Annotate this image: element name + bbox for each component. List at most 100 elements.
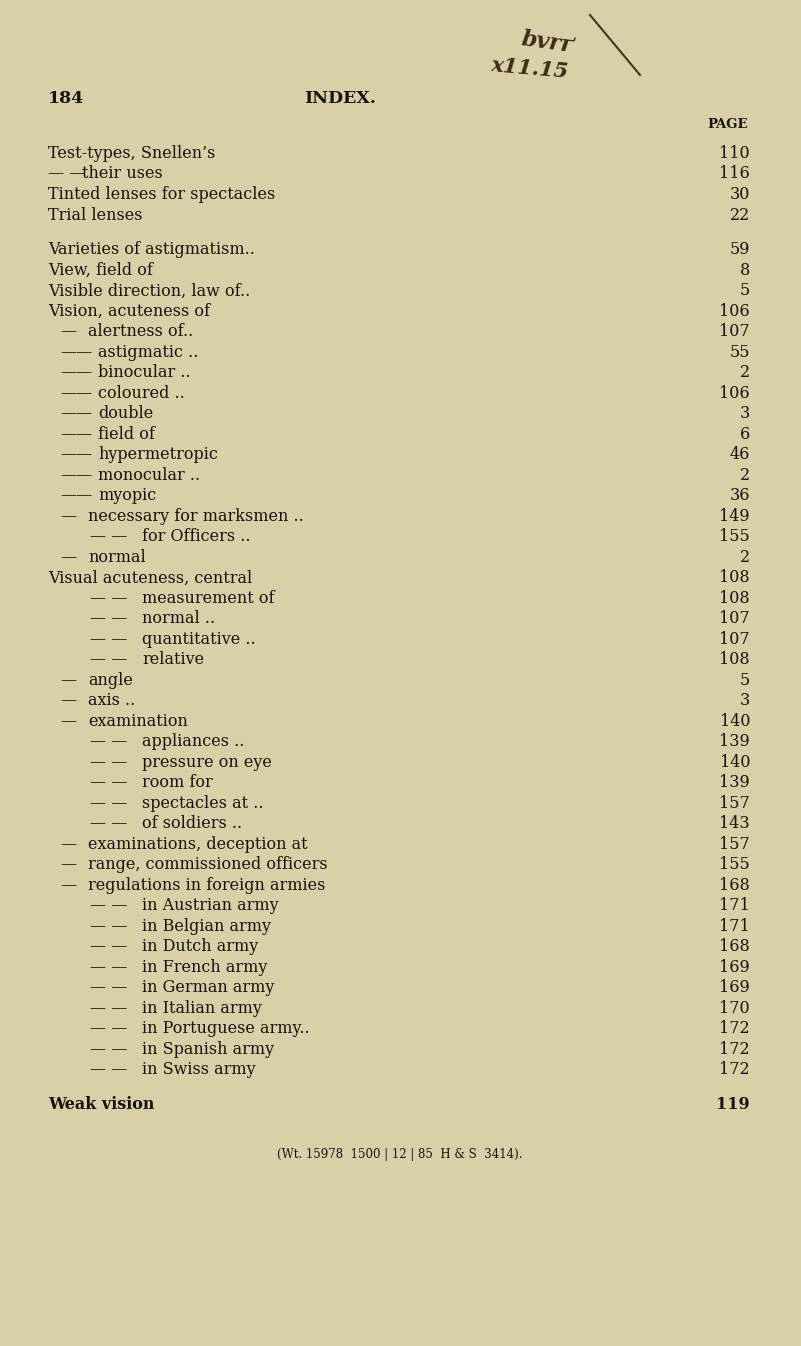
Text: double: double	[98, 405, 153, 423]
Text: 2: 2	[740, 467, 750, 483]
Text: 22: 22	[730, 206, 750, 223]
Text: monocular ..: monocular ..	[98, 467, 200, 483]
Text: — —: — —	[90, 754, 127, 771]
Text: 106: 106	[719, 385, 750, 402]
Text: hypermetropic: hypermetropic	[98, 447, 218, 463]
Text: ——: ——	[60, 447, 92, 463]
Text: 106: 106	[719, 303, 750, 320]
Text: — —: — —	[90, 651, 127, 669]
Text: in Austrian army: in Austrian army	[142, 898, 279, 914]
Text: 139: 139	[719, 734, 750, 750]
Text: 171: 171	[719, 898, 750, 914]
Text: 184: 184	[48, 90, 84, 106]
Text: bvrґ: bvrґ	[520, 28, 577, 58]
Text: astigmatic ..: astigmatic ..	[98, 343, 199, 361]
Text: 5: 5	[740, 672, 750, 689]
Text: in French army: in French army	[142, 958, 268, 976]
Text: View, field of: View, field of	[48, 262, 153, 279]
Text: — —: — —	[90, 610, 127, 627]
Text: — —: — —	[90, 734, 127, 750]
Text: Visual acuteness, central: Visual acuteness, central	[48, 569, 252, 587]
Text: Visible direction, law of..: Visible direction, law of..	[48, 283, 250, 299]
Text: ——: ——	[60, 487, 92, 505]
Text: Trial lenses: Trial lenses	[48, 206, 143, 223]
Text: — —: — —	[90, 795, 127, 812]
Text: 55: 55	[730, 343, 750, 361]
Text: — —: — —	[90, 918, 127, 935]
Text: Tinted lenses for spectacles: Tinted lenses for spectacles	[48, 186, 276, 203]
Text: — —: — —	[90, 590, 127, 607]
Text: 108: 108	[719, 590, 750, 607]
Text: in Dutch army: in Dutch army	[142, 938, 258, 956]
Text: — —: — —	[90, 1000, 127, 1016]
Text: in Belgian army: in Belgian army	[142, 918, 271, 935]
Text: of soldiers ..: of soldiers ..	[142, 816, 242, 832]
Text: myopic: myopic	[98, 487, 156, 505]
Text: measurement of: measurement of	[142, 590, 275, 607]
Text: — —: — —	[90, 1062, 127, 1078]
Text: 8: 8	[740, 262, 750, 279]
Text: regulations in foreign armies: regulations in foreign armies	[88, 876, 325, 894]
Text: 157: 157	[719, 795, 750, 812]
Text: ——: ——	[60, 365, 92, 381]
Text: 168: 168	[719, 938, 750, 956]
Text: Varieties of astigmatism..: Varieties of astigmatism..	[48, 241, 255, 258]
Text: —: —	[60, 692, 76, 709]
Text: in Portuguese army..: in Portuguese army..	[142, 1020, 310, 1038]
Text: 59: 59	[730, 241, 750, 258]
Text: 155: 155	[719, 529, 750, 545]
Text: ——: ——	[60, 425, 92, 443]
Text: 140: 140	[719, 713, 750, 730]
Text: field of: field of	[98, 425, 155, 443]
Text: 107: 107	[719, 323, 750, 341]
Text: appliances ..: appliances ..	[142, 734, 244, 750]
Text: — —: — —	[90, 980, 127, 996]
Text: spectacles at ..: spectacles at ..	[142, 795, 264, 812]
Text: 119: 119	[716, 1096, 750, 1113]
Text: 140: 140	[719, 754, 750, 771]
Text: (Wt. 15978  1500 | 12 | 85  H & S  3414).: (Wt. 15978 1500 | 12 | 85 H & S 3414).	[277, 1148, 523, 1162]
Text: 110: 110	[719, 145, 750, 162]
Text: 149: 149	[719, 507, 750, 525]
Text: — —: — —	[90, 958, 127, 976]
Text: 157: 157	[719, 836, 750, 853]
Text: 116: 116	[719, 166, 750, 183]
Text: 172: 172	[719, 1020, 750, 1038]
Text: x11.15: x11.15	[490, 55, 570, 82]
Text: normal ..: normal ..	[142, 610, 215, 627]
Text: ——: ——	[60, 467, 92, 483]
Text: —: —	[60, 672, 76, 689]
Text: in Swiss army: in Swiss army	[142, 1062, 256, 1078]
Text: 169: 169	[719, 980, 750, 996]
Text: —: —	[60, 856, 76, 874]
Text: 30: 30	[730, 186, 750, 203]
Text: ——: ——	[60, 405, 92, 423]
Text: — —: — —	[90, 1020, 127, 1038]
Text: alertness of..: alertness of..	[88, 323, 193, 341]
Text: —: —	[60, 549, 76, 565]
Text: 171: 171	[719, 918, 750, 935]
Text: 108: 108	[719, 651, 750, 669]
Text: — —: — —	[90, 1040, 127, 1058]
Text: relative: relative	[142, 651, 204, 669]
Text: their uses: their uses	[82, 166, 163, 183]
Text: quantitative ..: quantitative ..	[142, 631, 256, 647]
Text: 107: 107	[719, 631, 750, 647]
Text: examinations, deception at: examinations, deception at	[88, 836, 308, 853]
Text: 172: 172	[719, 1062, 750, 1078]
Text: 5: 5	[740, 283, 750, 299]
Text: —: —	[60, 836, 76, 853]
Text: Weak vision: Weak vision	[48, 1096, 155, 1113]
Text: pressure on eye: pressure on eye	[142, 754, 272, 771]
Text: 36: 36	[730, 487, 750, 505]
Text: —: —	[60, 876, 76, 894]
Text: 46: 46	[730, 447, 750, 463]
Text: necessary for marksmen ..: necessary for marksmen ..	[88, 507, 304, 525]
Text: normal: normal	[88, 549, 146, 565]
Text: coloured ..: coloured ..	[98, 385, 185, 402]
Text: 169: 169	[719, 958, 750, 976]
Text: for Officers ..: for Officers ..	[142, 529, 251, 545]
Text: 2: 2	[740, 549, 750, 565]
Text: 108: 108	[719, 569, 750, 587]
Text: Test-types, Snellen’s: Test-types, Snellen’s	[48, 145, 215, 162]
